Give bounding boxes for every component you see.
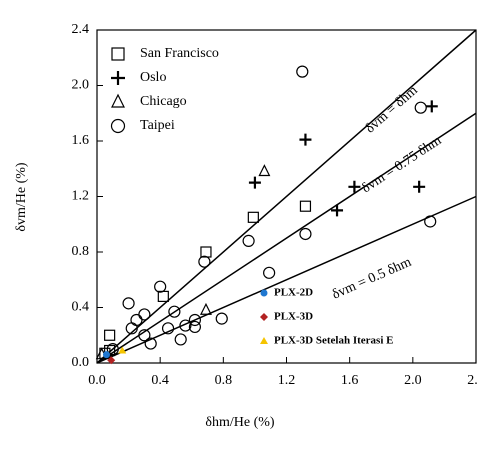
y-tick-label: 2.0 [72, 78, 90, 93]
marker-square [200, 246, 212, 258]
line-label: δvm = δhm [363, 83, 421, 136]
y-tick-label: 0.8 [72, 244, 90, 259]
marker-plus [425, 100, 438, 113]
marker-plus [248, 176, 261, 189]
marker-square [247, 211, 259, 223]
marker-circle [106, 343, 119, 356]
x-tick-label: 0.0 [88, 373, 106, 388]
x-tick-label: 2.4 [467, 373, 478, 388]
line-label: δvm = 0.5 δhm [330, 255, 414, 303]
marker-circle [263, 266, 276, 279]
marker-plus [299, 133, 312, 146]
legend-marker [111, 71, 125, 85]
y-tick-label: 0.0 [72, 355, 90, 370]
marker-circle [168, 305, 181, 318]
marker-circle [296, 65, 309, 78]
line-label: δvm = 0.75 δhm [359, 133, 444, 196]
marker-circle [215, 312, 228, 325]
legend-marker [260, 289, 268, 297]
legend-label: Taipei [140, 118, 175, 133]
legend-label: PLX-3D Setelah Iterasi E [274, 335, 393, 347]
marker-circle [125, 322, 138, 335]
x-tick-label: 2.0 [404, 373, 422, 388]
legend-marker [110, 118, 126, 134]
y-tick-label: 0.4 [72, 300, 90, 315]
y-tick-label: 1.6 [72, 133, 90, 148]
marker-plus [348, 180, 361, 193]
legend-label: PLX-2D [274, 287, 313, 299]
marker-square [299, 200, 312, 212]
x-tick-label: 1.6 [341, 373, 359, 388]
marker-plus [413, 180, 426, 193]
legend-label: Oslo [140, 70, 166, 85]
marker-circle [242, 234, 255, 247]
marker-circle [188, 313, 202, 327]
marker-square [157, 290, 169, 302]
marker-circle [138, 329, 151, 342]
marker-plus [331, 204, 344, 217]
x-axis-label: δhm/He (%) [205, 415, 275, 430]
reference-line [96, 195, 477, 364]
legend-label: PLX-3D [274, 311, 313, 323]
legend-label: Chicago [140, 94, 187, 109]
marker-circle [154, 280, 167, 293]
marker-circle [130, 313, 143, 327]
marker-circle [188, 320, 202, 334]
marker-circle [122, 297, 135, 310]
x-tick-label: 1.2 [278, 373, 296, 388]
marker-circle [144, 337, 157, 350]
marker-square [104, 329, 116, 341]
legend-marker [260, 337, 268, 344]
marker-circle [138, 308, 151, 321]
marker-circle [161, 322, 175, 335]
reference-line [96, 29, 477, 364]
marker-triangle [199, 302, 212, 315]
marker-circle [414, 101, 427, 114]
x-tick-label: 0.4 [151, 373, 169, 388]
marker-circle [179, 319, 192, 332]
marker-circle [198, 255, 211, 268]
legend-marker [111, 47, 125, 61]
marker-dot [102, 351, 110, 359]
marker-diamond [107, 356, 116, 365]
marker-circle [424, 215, 437, 228]
legend-label: San Francisco [140, 46, 219, 61]
marker-circle [174, 333, 187, 346]
reference-line [96, 112, 477, 364]
legend-marker [111, 93, 125, 108]
marker-circle [299, 227, 312, 241]
y-axis-label: δvm/He (%) [14, 162, 29, 232]
legend-marker [260, 313, 268, 321]
marker-triangle-filled [118, 346, 127, 354]
y-tick-label: 2.4 [72, 22, 90, 37]
y-tick-label: 1.2 [72, 189, 90, 204]
marker-triangle [258, 164, 271, 177]
x-tick-label: 0.8 [215, 373, 233, 388]
